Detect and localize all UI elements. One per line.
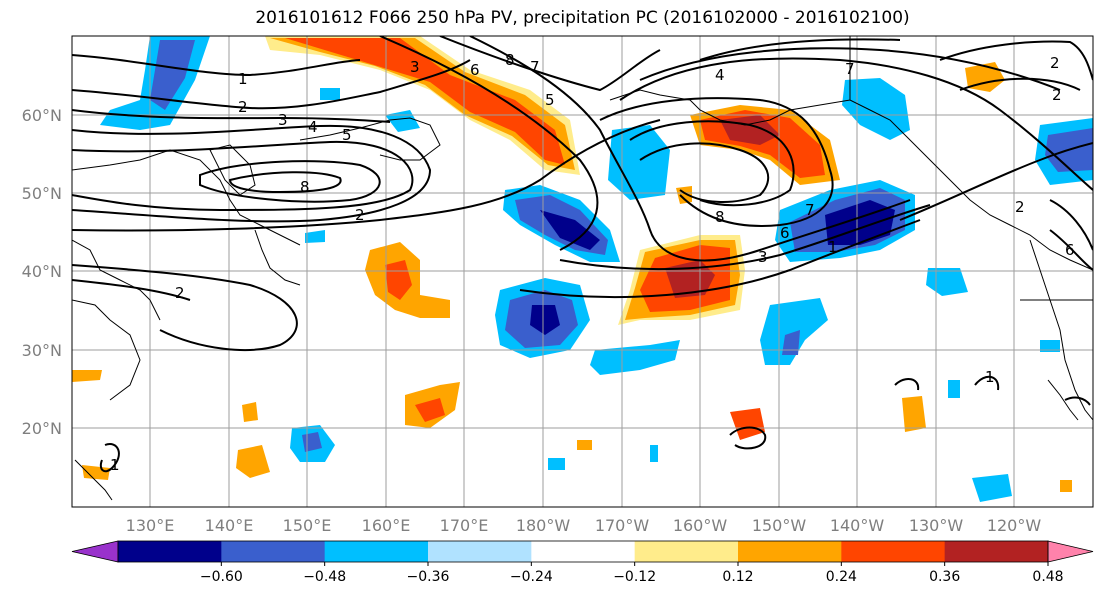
- contour-label: 3: [758, 248, 768, 266]
- contour-label: 2: [1050, 54, 1060, 72]
- colorbar-tick-label: 0.24: [826, 569, 857, 585]
- lat-label: 20°N: [22, 419, 62, 438]
- contour-label: 7: [845, 60, 855, 78]
- contour-label: 7: [530, 58, 540, 76]
- lat-label: 30°N: [22, 341, 62, 360]
- contour-label: 8: [300, 178, 310, 196]
- lon-label: 160°E: [362, 516, 411, 535]
- contour-label: 1: [110, 456, 120, 474]
- contour-label: 4: [308, 118, 318, 136]
- colorbar-cell: [841, 541, 946, 562]
- lon-label: 120°W: [987, 516, 1042, 535]
- colorbar-cell: [428, 541, 532, 562]
- colorbar-tick-label: −0.36: [407, 569, 450, 585]
- contour-label: 8: [715, 208, 725, 226]
- contour-label: 6: [1065, 241, 1075, 259]
- colorbar-tick-label: −0.12: [613, 569, 656, 585]
- contour-label: 2: [175, 284, 185, 302]
- lon-label: 170°W: [595, 516, 650, 535]
- contour-label: 4: [715, 66, 725, 84]
- contour-label: 2: [1052, 86, 1062, 104]
- longitude-labels: 130°E 140°E 150°E 160°E 170°E 180°W 170°…: [126, 516, 1042, 535]
- lon-label: 140°E: [205, 516, 254, 535]
- colorbar-tick-label: 0.48: [1032, 569, 1063, 585]
- colorbar-extend-min: [71, 540, 119, 563]
- precip-shading: [72, 36, 1093, 502]
- contour-label: 6: [780, 224, 790, 242]
- contour-label: 3: [410, 58, 420, 76]
- colorbar-tick-label: −0.60: [200, 569, 243, 585]
- contour-label: 2: [238, 98, 248, 116]
- lat-label: 40°N: [22, 262, 62, 281]
- colorbar-cell: [738, 541, 842, 562]
- colorbar: −0.60 −0.48 −0.36 −0.24 −0.12 0.12 0.24 0.36 0.4…: [71, 540, 1094, 585]
- lat-label: 50°N: [22, 184, 62, 203]
- lon-label: 180°W: [516, 516, 571, 535]
- pv-contours: [72, 36, 1093, 473]
- contour-label: 7: [805, 201, 815, 219]
- contour-label: 1: [985, 368, 995, 386]
- map-title: 2016101612 F066 250 hPa PV, precipitatio…: [255, 8, 910, 28]
- colorbar-cell: [221, 541, 326, 562]
- contour-label: 5: [342, 126, 352, 144]
- colorbar-tick-label: 0.12: [722, 569, 753, 585]
- contour-label: 2: [1015, 198, 1025, 216]
- contour-label: 6: [470, 61, 480, 79]
- map-border: [71, 35, 1094, 508]
- lon-label: 130°W: [909, 516, 964, 535]
- contour-label: 2: [355, 206, 365, 224]
- lat-label: 60°N: [22, 106, 62, 125]
- colorbar-tick-label: −0.48: [303, 569, 346, 585]
- contour-label: 1: [238, 70, 248, 88]
- colorbar-cell: [634, 541, 739, 562]
- graticule: [72, 36, 1093, 507]
- lon-label: 130°E: [126, 516, 175, 535]
- colorbar-cell: [944, 541, 1049, 562]
- latitude-labels: 60°N 50°N 40°N 30°N 20°N: [22, 106, 62, 438]
- colorbar-cell: [118, 541, 222, 562]
- colorbar-cell: [531, 541, 636, 562]
- lon-label: 150°W: [752, 516, 807, 535]
- pv-contour-labels: 1 2 3 4 5 6 7 8 2 2 8 7 1 8 7 6 3 5 4 3 …: [110, 51, 1075, 474]
- colorbar-tick-label: 0.36: [929, 569, 960, 585]
- contour-label: 1: [828, 238, 838, 256]
- lon-label: 150°E: [283, 516, 332, 535]
- colorbar-border: [117, 540, 1049, 563]
- contour-label: 5: [545, 91, 555, 109]
- lon-label: 170°E: [440, 516, 489, 535]
- contour-label: 3: [278, 111, 288, 129]
- lon-label: 160°W: [673, 516, 728, 535]
- colorbar-tick-label: −0.24: [510, 569, 553, 585]
- lon-label: 140°W: [830, 516, 885, 535]
- contour-label: 8: [505, 51, 515, 69]
- colorbar-cell: [324, 541, 429, 562]
- colorbar-extend-max: [1047, 540, 1094, 563]
